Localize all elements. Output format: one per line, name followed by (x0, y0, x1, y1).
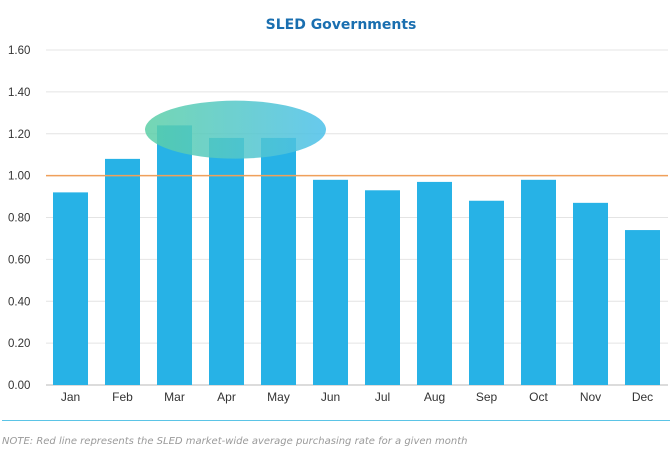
highlight-layer (145, 100, 326, 159)
y-tick-label: 1.00 (8, 171, 30, 183)
bar-may (261, 137, 296, 385)
y-tick-label: 0.60 (8, 254, 30, 266)
bar-jun (313, 179, 348, 385)
bar-oct (521, 179, 556, 385)
highlight-ellipse (145, 100, 326, 159)
x-axis-labels: Jan Feb Mar Apr May Jun Jul Aug Sep Oct Nov Dec (61, 390, 653, 404)
x-tick-label: Nov (580, 390, 601, 404)
bar-aug (417, 181, 452, 385)
y-tick-label: 0.80 (8, 213, 30, 225)
x-tick-label: Sep (476, 390, 498, 404)
bar-jan (53, 192, 88, 385)
x-tick-label: Jan (61, 390, 80, 404)
y-axis-ticks: 0.00 0.20 0.40 0.60 0.80 1.00 1.20 1.40 1.60 (8, 45, 30, 392)
bar-sep (469, 200, 504, 385)
bar-mar (157, 125, 192, 385)
bar-series (53, 125, 660, 385)
x-tick-label: Aug (424, 390, 445, 404)
x-tick-label: Jul (375, 390, 390, 404)
bar-apr (209, 137, 244, 385)
y-tick-label: 1.20 (8, 129, 30, 141)
x-tick-label: Dec (632, 390, 653, 404)
x-tick-label: Apr (217, 390, 236, 404)
bar-dec (625, 230, 660, 385)
footer-divider (2, 420, 670, 421)
bar-nov (573, 202, 608, 385)
chart-title: SLED Governments (266, 17, 417, 33)
x-tick-label: Mar (164, 390, 185, 404)
x-tick-label: Oct (529, 390, 548, 404)
chart-note: NOTE: Red line represents the SLED marke… (2, 436, 468, 447)
y-tick-label: 1.40 (8, 87, 30, 99)
bar-feb (105, 158, 140, 385)
x-tick-label: May (267, 390, 290, 404)
x-tick-label: Jun (321, 390, 340, 404)
bar-jul (365, 190, 400, 385)
y-tick-label: 0.00 (8, 380, 30, 392)
y-tick-label: 0.40 (8, 296, 30, 308)
y-tick-label: 1.60 (8, 45, 30, 57)
x-tick-label: Feb (112, 390, 133, 404)
y-tick-label: 0.20 (8, 338, 30, 350)
